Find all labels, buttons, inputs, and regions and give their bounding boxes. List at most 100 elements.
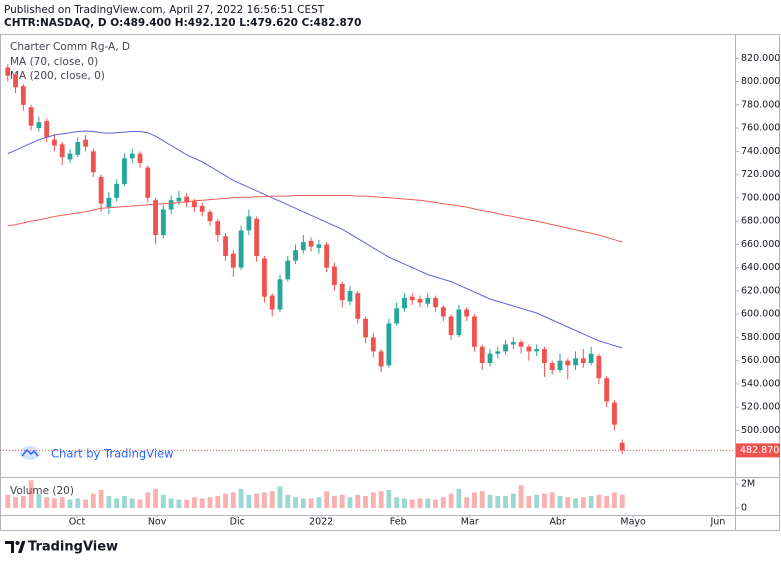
candle-body <box>557 360 563 370</box>
volume-bar <box>518 485 524 509</box>
candle-body <box>36 122 42 129</box>
volume-bar <box>293 497 298 509</box>
legend-ma70: MA (70, close, 0) <box>10 56 98 68</box>
x-tick-label: 2022 <box>309 517 333 528</box>
volume-tick-label: 2M <box>741 478 755 489</box>
volume-bar <box>28 480 34 509</box>
volume-bar <box>339 494 345 509</box>
candle-body <box>254 218 260 256</box>
candle-body <box>285 260 291 280</box>
candle-body <box>59 144 65 158</box>
candle-body <box>378 351 384 367</box>
volume-bar <box>145 492 151 509</box>
volume-bar <box>557 495 563 509</box>
volume-bar <box>565 497 571 509</box>
y-tick-label: 640.000 <box>741 262 780 273</box>
candle-body <box>262 258 267 297</box>
candle-body <box>269 295 275 310</box>
candle-body <box>425 297 431 304</box>
last-price-box <box>736 443 780 458</box>
volume-bar <box>137 499 143 509</box>
volume-bar <box>580 497 586 509</box>
candle-body <box>588 353 594 364</box>
volume-bar <box>90 493 96 509</box>
volume-bar <box>207 497 213 509</box>
y-tick-label: 780.000 <box>741 99 780 110</box>
candle-body <box>324 244 330 268</box>
volume-bar <box>13 497 18 509</box>
volume-bar <box>230 492 236 509</box>
candle-body <box>246 216 252 231</box>
ma-line <box>7 130 623 349</box>
volume-bar <box>464 497 470 509</box>
candle-body <box>176 197 182 202</box>
candle-body <box>580 358 586 364</box>
candle-body <box>122 158 127 184</box>
y-tick-label: 600.000 <box>741 309 780 320</box>
candle-body <box>98 176 104 204</box>
candle-body <box>316 244 322 248</box>
candle-body <box>534 349 540 352</box>
candle-body <box>230 253 236 268</box>
volume-bar <box>612 492 617 509</box>
volume-bar <box>5 494 11 509</box>
candle-body <box>604 378 610 402</box>
volume-bar <box>324 491 330 509</box>
y-tick-label: 620.000 <box>741 285 780 296</box>
volume-bar <box>223 493 228 509</box>
y-tick-label: 500.000 <box>741 425 780 436</box>
candle-body <box>518 342 524 347</box>
volume-bar <box>370 492 376 509</box>
candle-body <box>184 196 190 203</box>
candle-body <box>207 211 213 222</box>
y-tick-label: 740.000 <box>741 146 780 157</box>
volume-bar <box>534 494 540 509</box>
candle-body <box>199 205 205 212</box>
legend-ma200: MA (200, close, 0) <box>10 70 105 82</box>
candle-body <box>612 402 617 425</box>
x-tick-label: Mayo <box>620 517 646 528</box>
volume-bar <box>332 495 337 509</box>
candle-body <box>487 353 493 364</box>
volume-bar <box>347 497 353 509</box>
candle-body <box>308 240 314 247</box>
y-tick-label: 580.000 <box>741 332 780 343</box>
volume-bar <box>596 494 602 509</box>
y-tick-label: 720.000 <box>741 169 780 180</box>
candle-body <box>44 121 50 138</box>
watermark-icon <box>20 446 40 460</box>
legend-volume: Volume (20) <box>10 485 74 497</box>
candle-body <box>332 266 337 286</box>
candle-body <box>168 200 174 210</box>
candle-body <box>417 299 423 303</box>
volume-bar <box>192 497 197 509</box>
volume-bar <box>542 493 547 509</box>
volume-bar <box>433 499 438 509</box>
candle-body <box>363 318 368 338</box>
volume-bar <box>254 493 260 509</box>
volume-bar <box>495 495 501 509</box>
volume-bar <box>199 498 205 509</box>
volume-bar <box>604 495 610 509</box>
volume-bar <box>355 494 361 509</box>
volume-bar <box>487 494 493 509</box>
candle-body <box>339 283 345 301</box>
volume-bar <box>114 498 120 509</box>
candle-body <box>160 209 166 236</box>
volume-bar <box>479 491 485 509</box>
volume-bar <box>386 489 392 509</box>
x-tick-label: Nov <box>148 517 167 528</box>
volume-bar <box>503 495 508 509</box>
volume-bar <box>425 498 431 509</box>
y-tick-label: 700.000 <box>741 192 780 203</box>
candle-body <box>386 323 392 366</box>
last-price-label: 482.870 <box>740 445 779 456</box>
ma-line <box>7 195 623 243</box>
volume-bar <box>417 498 423 509</box>
volume-bar <box>394 497 400 509</box>
candle-body <box>106 197 112 208</box>
y-tick-label: 560.000 <box>741 355 780 366</box>
brand-logo <box>5 541 26 553</box>
candle-body <box>479 346 485 364</box>
